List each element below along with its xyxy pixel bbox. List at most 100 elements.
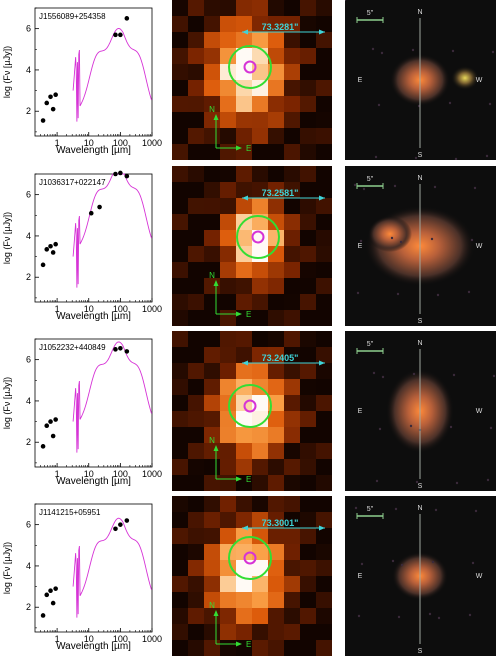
aperture-circle: [228, 384, 272, 428]
heatmap-pixel: [220, 560, 237, 577]
y-tick-label: 4: [26, 561, 31, 571]
background-source: [380, 51, 384, 55]
heatmap-svg: 73.2405" N E: [172, 331, 332, 491]
heatmap-pixel: [172, 640, 189, 656]
offset-arrow-head-left: [242, 29, 248, 35]
heatmap-pixel: [188, 395, 205, 412]
heatmap-pixel: [204, 576, 221, 593]
heatmap-pixel: [268, 246, 285, 263]
heatmap-pixel: [284, 379, 301, 396]
heatmap-pixel: [236, 80, 253, 97]
photometry-point: [53, 92, 58, 98]
heatmap-pixel: [316, 310, 332, 326]
heatmap-pixel: [252, 246, 269, 263]
heatmap-pixel: [204, 528, 221, 545]
heatmap-pixel: [172, 363, 189, 380]
background-source: [399, 240, 403, 244]
heatmap-pixel: [316, 16, 332, 33]
heatmap-pixel: [316, 32, 332, 49]
y-axis-label: log (Fν [µJy]): [2, 542, 12, 594]
heatmap-pixel: [316, 0, 332, 17]
heatmap-pixel: [204, 278, 221, 295]
photometry-point: [44, 423, 50, 429]
heatmap-pixel: [316, 395, 332, 412]
heatmap-pixel: [236, 230, 253, 247]
heatmap-pixel: [252, 278, 269, 295]
heatmap-pixel: [236, 347, 253, 364]
heatmap-svg: 73.3281" N E: [172, 0, 332, 160]
heatmap-pixel: [188, 347, 205, 364]
background-source: [378, 427, 382, 431]
photometry-point: [48, 419, 53, 424]
heatmap-pixel: [284, 48, 301, 65]
heatmap-pixel: [220, 310, 237, 326]
heatmap-pixel: [172, 64, 189, 81]
heatmap-pixel: [284, 198, 301, 215]
heatmap-pixel: [252, 262, 269, 279]
photometry-point: [113, 347, 118, 352]
far-ir-cutout: 73.2581" N E: [172, 166, 332, 326]
x-axis-label: Wavelength [µm]: [56, 311, 131, 322]
heatmap-pixel: [172, 0, 189, 17]
heatmap-pixel: [300, 608, 317, 625]
heatmap-pixel: [300, 16, 317, 33]
heatmap-pixel: [300, 166, 317, 183]
heatmap-pixel: [172, 32, 189, 49]
east-label: E: [358, 77, 363, 84]
heatmap-pixel: [204, 512, 221, 529]
photometry-point: [113, 171, 118, 177]
far-ir-cutout: 73.3001" N E: [172, 496, 332, 656]
heatmap-pixel: [172, 182, 189, 199]
heatmap-pixel: [188, 528, 205, 545]
heatmap-pixel: [300, 112, 317, 129]
heatmap-pixel: [252, 48, 269, 65]
heatmap-pixel: [300, 411, 317, 428]
model-sed-curve: [72, 173, 152, 288]
heatmap-pixel: [188, 310, 205, 326]
heatmap-pixel: [268, 528, 285, 545]
heatmap-pixel: [300, 294, 317, 311]
compass-east-head: [236, 311, 242, 317]
heatmap-pixel: [188, 379, 205, 396]
heatmap-pixel: [316, 592, 332, 609]
heatmap-pixel: [268, 80, 285, 97]
heatmap-pixel: [236, 182, 253, 199]
heatmap-pixel: [268, 0, 285, 17]
west-label: W: [476, 243, 483, 250]
background-source: [372, 371, 376, 375]
photometry-point: [118, 170, 123, 176]
heatmap-pixel: [252, 294, 269, 311]
heatmap-pixel: [204, 459, 221, 476]
photometry-point: [50, 600, 56, 606]
heatmap-pixel: [268, 592, 285, 609]
heatmap-pixel: [268, 608, 285, 625]
heatmap-pixel: [268, 624, 285, 641]
west-label: W: [476, 408, 483, 415]
heatmap-pixel: [236, 128, 253, 145]
y-tick-label: 4: [26, 65, 31, 75]
heatmap-pixel: [316, 182, 332, 199]
heatmap-pixel: [204, 544, 221, 561]
heatmap-pixel: [172, 166, 189, 183]
heatmap-pixel: [204, 0, 221, 17]
background-source: [428, 612, 432, 616]
heatmap-pixel: [236, 560, 253, 577]
heatmap-pixel: [236, 198, 253, 215]
background-source: [393, 184, 397, 188]
background-source: [414, 156, 418, 160]
heatmap-pixel: [188, 294, 205, 311]
heatmap-pixel: [300, 512, 317, 529]
heatmap-pixel: [220, 624, 237, 641]
heatmap-pixel: [220, 262, 237, 279]
heatmap-pixel: [220, 427, 237, 444]
compass-north-label: N: [209, 271, 215, 280]
background-source: [471, 561, 475, 565]
heatmap-pixel: [268, 32, 285, 49]
heatmap-pixel: [188, 198, 205, 215]
heatmap-pixel: [188, 166, 205, 183]
background-source: [415, 480, 419, 484]
heatmap-pixel: [236, 363, 253, 380]
photometry-point: [124, 16, 130, 21]
heatmap-pixel: [172, 198, 189, 215]
background-source: [452, 373, 456, 377]
